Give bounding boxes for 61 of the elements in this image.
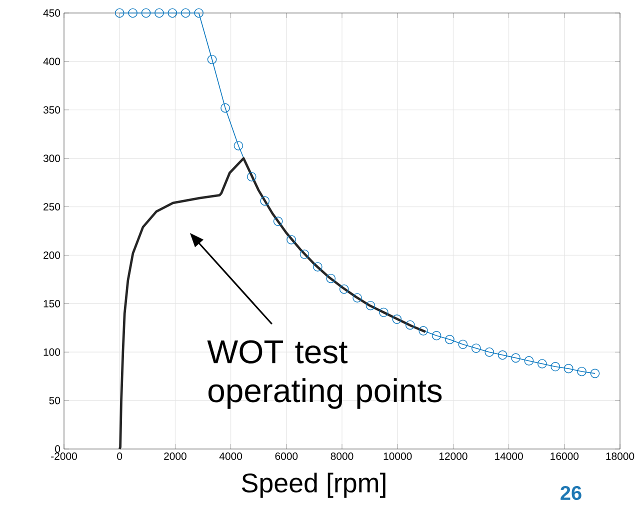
point — [141, 8, 151, 18]
point — [471, 344, 481, 353]
y-tick-label: 100 — [44, 348, 60, 356]
y-tick-label: 400 — [43, 58, 60, 66]
y-tick-label: 250 — [44, 203, 60, 210]
y-tick-label: 200 — [44, 252, 60, 259]
point — [339, 284, 349, 294]
x-tick-label: 2000 — [164, 452, 186, 460]
x-axis-title: Speed [rpm] — [242, 472, 386, 498]
point — [564, 364, 574, 374]
point — [418, 326, 428, 336]
point — [220, 103, 230, 113]
point — [128, 8, 138, 18]
x-tick-label: -2000 — [51, 452, 77, 460]
x-tick-label: 10000 — [384, 452, 412, 460]
point — [392, 314, 402, 324]
x-tick-label: 18000 — [606, 452, 634, 460]
point — [194, 8, 204, 18]
point — [405, 320, 415, 330]
y-tick-label: 50 — [49, 396, 60, 404]
point — [352, 293, 362, 302]
point — [154, 8, 164, 18]
point — [511, 353, 520, 363]
x-tick-label: 12000 — [439, 452, 468, 460]
x-tick-label: 16000 — [550, 452, 579, 460]
x-tick-label: 0 — [117, 452, 122, 460]
y-tick-label: 150 — [44, 300, 60, 308]
text: 26 — [560, 486, 582, 500]
y-tick-label: 300 — [43, 154, 60, 162]
y-tick-label: 350 — [43, 106, 60, 114]
point — [366, 300, 376, 310]
point — [524, 356, 534, 366]
x-tick-label: 6000 — [275, 452, 298, 460]
point — [379, 308, 388, 318]
point — [207, 54, 217, 64]
x-tick-label: 4000 — [219, 452, 242, 460]
point — [498, 350, 508, 360]
point — [445, 334, 454, 344]
point — [180, 8, 190, 18]
point — [168, 8, 178, 18]
x-tick-label: 14000 — [495, 452, 523, 460]
point — [260, 196, 270, 206]
point — [234, 141, 244, 150]
x-tick-label: 8000 — [330, 452, 354, 460]
point — [114, 8, 124, 18]
y-tick-label: 0 — [55, 445, 60, 453]
point — [577, 366, 586, 376]
point — [247, 172, 256, 182]
annotation: WOT test operating points — [207, 340, 442, 409]
point — [432, 330, 442, 340]
point — [300, 250, 310, 259]
point — [590, 368, 600, 378]
point — [550, 362, 560, 372]
point — [458, 340, 468, 350]
point — [326, 274, 336, 284]
point — [538, 359, 547, 368]
point — [484, 347, 494, 357]
point — [273, 216, 283, 226]
point — [286, 235, 296, 244]
y-tick-label: 450 — [43, 9, 60, 17]
point — [313, 262, 322, 272]
